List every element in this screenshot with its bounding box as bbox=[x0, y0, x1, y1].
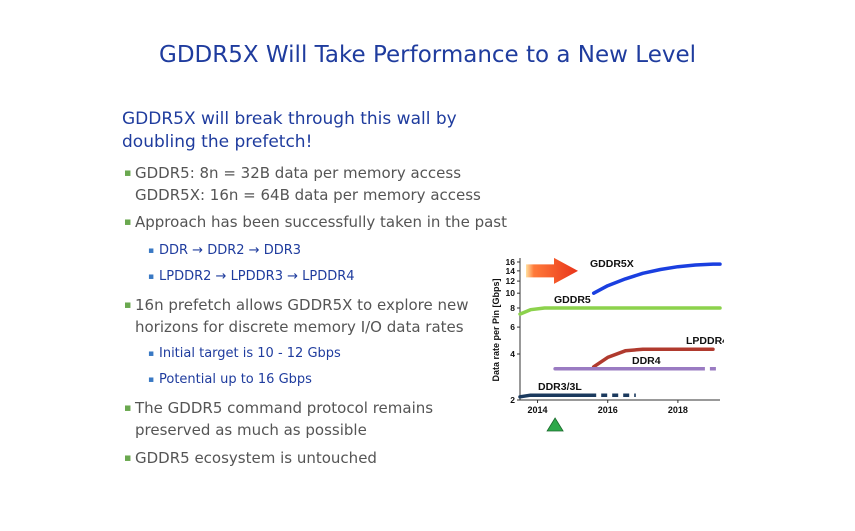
series-line-gddr5 bbox=[518, 306, 722, 316]
bullet-marker: ▪ bbox=[124, 401, 132, 414]
sub-bullet-marker: ▪ bbox=[148, 349, 155, 359]
y-tick-label: 16 bbox=[506, 257, 516, 267]
y-tick-label: 12 bbox=[506, 276, 516, 286]
x-tick-label: 2014 bbox=[528, 405, 548, 415]
bullet-marker: ▪ bbox=[124, 298, 132, 311]
y-axis-label: Data rate per Pin [Gbps] bbox=[491, 278, 501, 381]
sub-bullet-marker: ▪ bbox=[148, 272, 155, 282]
bullet-line: preserved as much as possible bbox=[135, 421, 367, 439]
series-line-gddr5x bbox=[591, 262, 722, 295]
subheading: GDDR5X will break through this wall by d… bbox=[122, 108, 482, 154]
subheading-line-2: doubling the prefetch! bbox=[122, 132, 313, 152]
sub-bullet-text: Potential up to 16 Gbps bbox=[159, 372, 312, 387]
x-tick-label: 2018 bbox=[668, 405, 688, 415]
bullet-line: GDDR5X: 16n = 64B data per memory access bbox=[135, 186, 481, 204]
arrow-icon bbox=[526, 257, 578, 284]
sub-bullet-text: DDR → DDR2 → DDR3 bbox=[159, 243, 302, 258]
bullet-line: GDDR5 ecosystem is untouched bbox=[135, 449, 377, 467]
bullet-line: The GDDR5 command protocol remains bbox=[135, 399, 434, 417]
sub-bullet-text: LPDDR2 → LPDDR3 → LPDDR4 bbox=[159, 269, 355, 284]
series-line-lpddr4 bbox=[591, 347, 715, 369]
y-tick-label: 14 bbox=[506, 266, 516, 276]
y-tick-label: 8 bbox=[510, 303, 515, 313]
triangle-marker-icon bbox=[546, 417, 564, 432]
series-label: GDDR5X bbox=[590, 258, 634, 270]
bullet-line: GDDR5: 8n = 32B data per memory access bbox=[135, 164, 462, 182]
sub-bullet-marker: ▪ bbox=[148, 375, 155, 385]
y-tick-label: 10 bbox=[506, 288, 516, 298]
y-tick-label: 2 bbox=[510, 395, 515, 405]
slide-title: GDDR5X Will Take Performance to a New Le… bbox=[159, 42, 696, 68]
bullet-line: horizons for discrete memory I/O data ra… bbox=[135, 318, 464, 336]
y-tick-label: 6 bbox=[510, 322, 515, 332]
sub-bullet-text: Initial target is 10 - 12 Gbps bbox=[159, 346, 341, 361]
bullet-marker: ▪ bbox=[124, 215, 132, 228]
x-tick-label: 2016 bbox=[598, 405, 618, 415]
series-label: DDR3/3L bbox=[538, 381, 582, 393]
series-label: DDR4 bbox=[632, 355, 661, 367]
bullet-marker: ▪ bbox=[124, 451, 132, 464]
sub-bullet-marker: ▪ bbox=[148, 246, 155, 256]
y-tick-label: 4 bbox=[510, 349, 515, 359]
series-label: GDDR5 bbox=[554, 294, 591, 306]
bullet-line: Approach has been successfully taken in … bbox=[135, 213, 507, 231]
subheading-line-1: GDDR5X will break through this wall by bbox=[122, 109, 457, 129]
series-label: LPDDR4 bbox=[686, 335, 724, 347]
bullet-line: 16n prefetch allows GDDR5X to explore ne… bbox=[135, 296, 469, 314]
data-rate-chart: Data rate per Pin [Gbps] 2 4 6 8 10 12 14 16 20… bbox=[484, 250, 728, 435]
series-line-ddr3-3l bbox=[518, 393, 592, 399]
bullet-marker: ▪ bbox=[124, 166, 132, 179]
